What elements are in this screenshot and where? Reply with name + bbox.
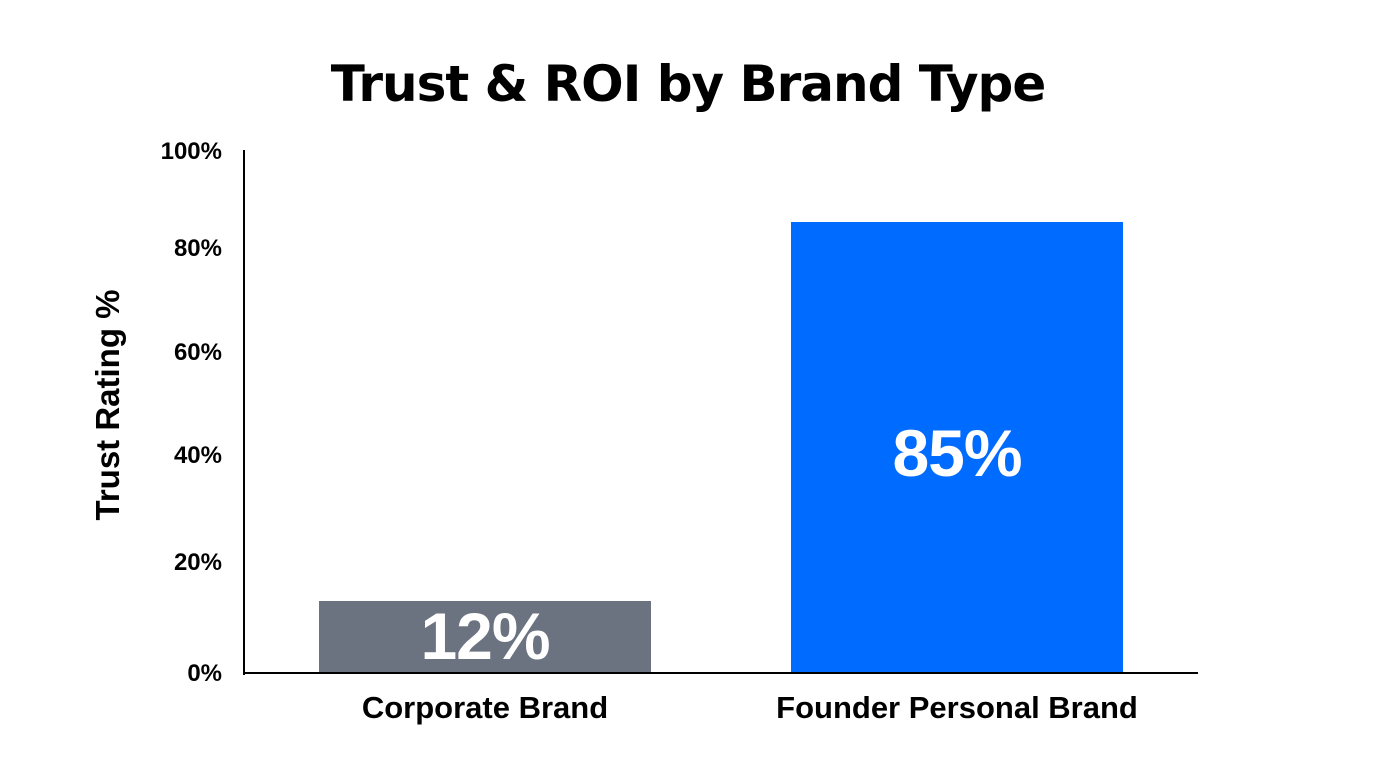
chart-title: Trust & ROI by Brand Type xyxy=(330,55,1047,113)
y-tick-60: 60% xyxy=(173,339,222,366)
bar-value-label: 85% xyxy=(892,415,1022,490)
y-tick-0: 0% xyxy=(187,660,222,687)
y-tick-100: 100% xyxy=(160,138,222,165)
bar-founder-personal-brand: 85% xyxy=(791,222,1123,673)
x-label-corporate-brand: Corporate Brand xyxy=(361,690,609,725)
bar-corporate-brand: 12% xyxy=(319,601,651,673)
y-axis-line xyxy=(243,150,245,675)
x-axis-line xyxy=(243,672,1198,674)
y-tick-20: 20% xyxy=(173,549,222,576)
bar-value-label: 12% xyxy=(420,599,550,673)
y-axis-label: Trust Rating % xyxy=(89,289,126,521)
y-tick-40: 40% xyxy=(173,442,222,469)
x-label-founder-personal-brand: Founder Personal Brand xyxy=(776,690,1138,725)
y-tick-80: 80% xyxy=(173,235,222,262)
